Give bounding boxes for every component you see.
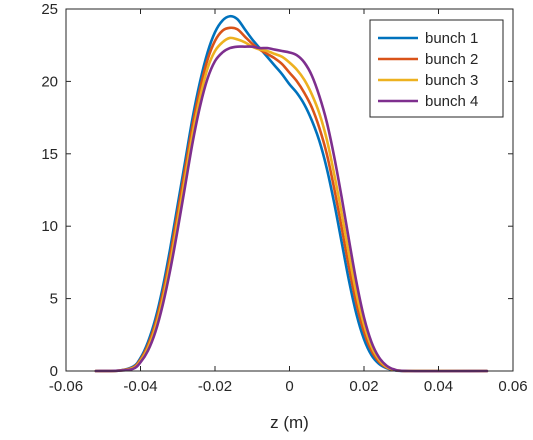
x-axis-label: z (m) — [270, 413, 309, 432]
series-layer — [94, 14, 489, 373]
x-tick-label: -0.06 — [49, 378, 83, 395]
x-tick-label: 0.02 — [349, 378, 378, 395]
y-tick-label: 25 — [41, 1, 58, 18]
x-tick-label: -0.02 — [198, 378, 232, 395]
y-tick-label: 0 — [50, 363, 58, 380]
y-tick-label: 15 — [41, 146, 58, 163]
x-tick-label: 0 — [285, 378, 293, 395]
y-tick-label: 20 — [41, 73, 58, 90]
legend-label-2: bunch 2 — [425, 51, 478, 68]
legend-label-4: bunch 4 — [425, 93, 478, 110]
series-line-3 — [94, 36, 489, 373]
legend-label-1: bunch 1 — [425, 30, 478, 47]
x-tick-label: 0.06 — [498, 378, 527, 395]
x-axis-ticks: -0.06 -0.04 -0.02 0 0.02 0.04 0.06 — [49, 9, 528, 395]
y-axis-ticks: 0 5 10 15 20 25 — [41, 1, 513, 380]
x-tick-label: 0.04 — [424, 378, 453, 395]
legend-label-3: bunch 3 — [425, 72, 478, 89]
x-tick-label: -0.04 — [123, 378, 157, 395]
series-line-4 — [94, 45, 489, 373]
y-tick-label: 5 — [50, 291, 58, 308]
legend: bunch 1 bunch 2 bunch 3 bunch 4 — [369, 19, 504, 118]
y-tick-label: 10 — [41, 218, 58, 235]
legend-items: bunch 1 bunch 2 bunch 3 bunch 4 — [378, 30, 478, 110]
